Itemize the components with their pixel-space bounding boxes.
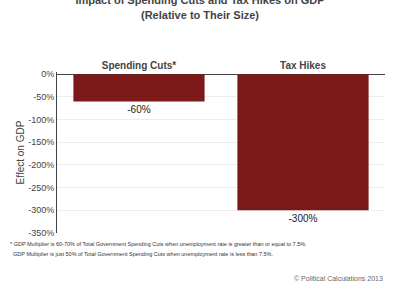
- svg-text:-50%: -50%: [33, 92, 54, 102]
- svg-text:0%: 0%: [41, 69, 54, 79]
- svg-text:-250%: -250%: [28, 183, 54, 193]
- svg-text:-200%: -200%: [28, 160, 54, 170]
- svg-text:-300%: -300%: [288, 213, 317, 224]
- svg-text:© Political Calculations 2013: © Political Calculations 2013: [294, 275, 383, 282]
- svg-text:-60%: -60%: [127, 104, 150, 115]
- svg-text:Tax Hikes: Tax Hikes: [280, 60, 326, 71]
- svg-text:-150%: -150%: [28, 137, 54, 147]
- svg-text:Spending Cuts*: Spending Cuts*: [102, 60, 177, 71]
- svg-text:GDP Multiplier is just 50% of: GDP Multiplier is just 50% of Total Gove…: [10, 251, 273, 257]
- svg-text:-350%: -350%: [28, 228, 54, 238]
- svg-text:Impact of Spending Cuts and Ta: Impact of Spending Cuts and Tax Hikes on…: [75, 0, 324, 21]
- svg-text:-100%: -100%: [28, 115, 54, 125]
- svg-text:Effect on GDP: Effect on GDP: [15, 120, 26, 184]
- svg-text:-300%: -300%: [28, 205, 54, 215]
- svg-text:* GDP Multiplier is 60-70% of: * GDP Multiplier is 60-70% of Total Gove…: [10, 241, 307, 247]
